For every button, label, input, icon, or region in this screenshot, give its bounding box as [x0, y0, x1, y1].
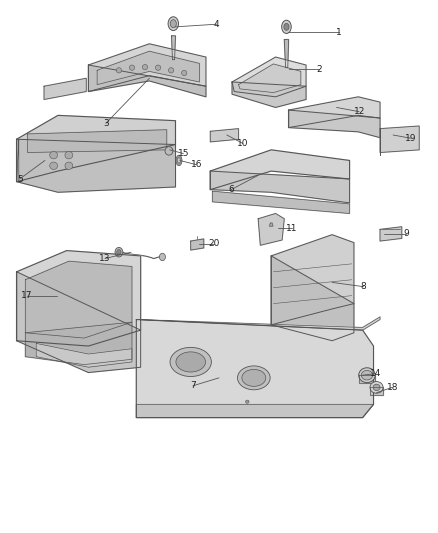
Ellipse shape	[129, 65, 134, 70]
Text: 18: 18	[386, 383, 398, 392]
Ellipse shape	[116, 68, 121, 73]
Polygon shape	[232, 57, 306, 97]
Ellipse shape	[159, 253, 166, 261]
Text: 13: 13	[99, 254, 111, 263]
Polygon shape	[17, 272, 141, 373]
Polygon shape	[210, 171, 350, 203]
Ellipse shape	[170, 348, 212, 376]
Ellipse shape	[282, 20, 291, 34]
Ellipse shape	[370, 382, 383, 393]
Polygon shape	[36, 343, 132, 367]
Polygon shape	[258, 214, 284, 245]
Ellipse shape	[165, 147, 173, 155]
Ellipse shape	[65, 151, 73, 159]
Ellipse shape	[237, 366, 270, 390]
Text: 7: 7	[190, 381, 196, 390]
Ellipse shape	[49, 162, 57, 169]
Polygon shape	[210, 150, 350, 190]
Polygon shape	[370, 387, 383, 395]
Polygon shape	[97, 51, 199, 85]
Polygon shape	[210, 128, 239, 142]
Polygon shape	[380, 126, 419, 152]
Polygon shape	[191, 239, 204, 250]
Polygon shape	[289, 110, 380, 138]
Ellipse shape	[168, 17, 179, 30]
Ellipse shape	[361, 370, 373, 380]
Polygon shape	[136, 319, 374, 418]
Text: 9: 9	[403, 229, 409, 238]
Text: 19: 19	[405, 134, 416, 143]
Text: 14: 14	[370, 369, 381, 378]
Ellipse shape	[142, 64, 148, 70]
Polygon shape	[88, 44, 206, 92]
Text: 1: 1	[336, 28, 342, 37]
Polygon shape	[269, 223, 273, 226]
Text: 12: 12	[353, 107, 365, 116]
Ellipse shape	[176, 155, 182, 166]
Ellipse shape	[246, 400, 249, 403]
Polygon shape	[25, 322, 132, 365]
Polygon shape	[239, 64, 301, 93]
Polygon shape	[284, 39, 289, 68]
Text: 17: 17	[21, 291, 32, 300]
Ellipse shape	[65, 162, 73, 169]
Ellipse shape	[182, 70, 187, 76]
Text: 3: 3	[103, 119, 109, 128]
Ellipse shape	[373, 384, 380, 391]
Text: 20: 20	[208, 239, 219, 248]
Text: 16: 16	[191, 160, 202, 169]
Text: 11: 11	[286, 224, 298, 233]
Polygon shape	[17, 139, 176, 192]
Text: 8: 8	[360, 282, 366, 291]
Ellipse shape	[176, 352, 205, 372]
Polygon shape	[44, 78, 86, 100]
Polygon shape	[17, 251, 141, 346]
Polygon shape	[359, 375, 375, 383]
Polygon shape	[25, 261, 132, 338]
Polygon shape	[232, 82, 306, 108]
Polygon shape	[289, 97, 380, 127]
Polygon shape	[28, 130, 167, 152]
Polygon shape	[88, 65, 206, 97]
Text: 15: 15	[177, 149, 189, 158]
Ellipse shape	[284, 23, 289, 30]
Polygon shape	[136, 405, 374, 418]
Ellipse shape	[169, 68, 174, 73]
Text: 5: 5	[17, 174, 22, 183]
Ellipse shape	[117, 249, 121, 255]
Polygon shape	[271, 235, 354, 325]
Ellipse shape	[115, 247, 123, 257]
Polygon shape	[212, 191, 350, 214]
Ellipse shape	[177, 158, 180, 163]
Ellipse shape	[49, 151, 57, 159]
Polygon shape	[136, 317, 380, 330]
Polygon shape	[17, 115, 176, 182]
Polygon shape	[380, 227, 402, 241]
Text: 2: 2	[316, 64, 322, 74]
Text: 10: 10	[237, 139, 249, 148]
Ellipse shape	[242, 369, 266, 386]
Text: 4: 4	[214, 20, 219, 29]
Ellipse shape	[170, 20, 177, 28]
Text: 6: 6	[228, 185, 234, 194]
Polygon shape	[172, 36, 176, 60]
Ellipse shape	[359, 368, 375, 383]
Ellipse shape	[155, 65, 161, 70]
Polygon shape	[271, 256, 354, 341]
